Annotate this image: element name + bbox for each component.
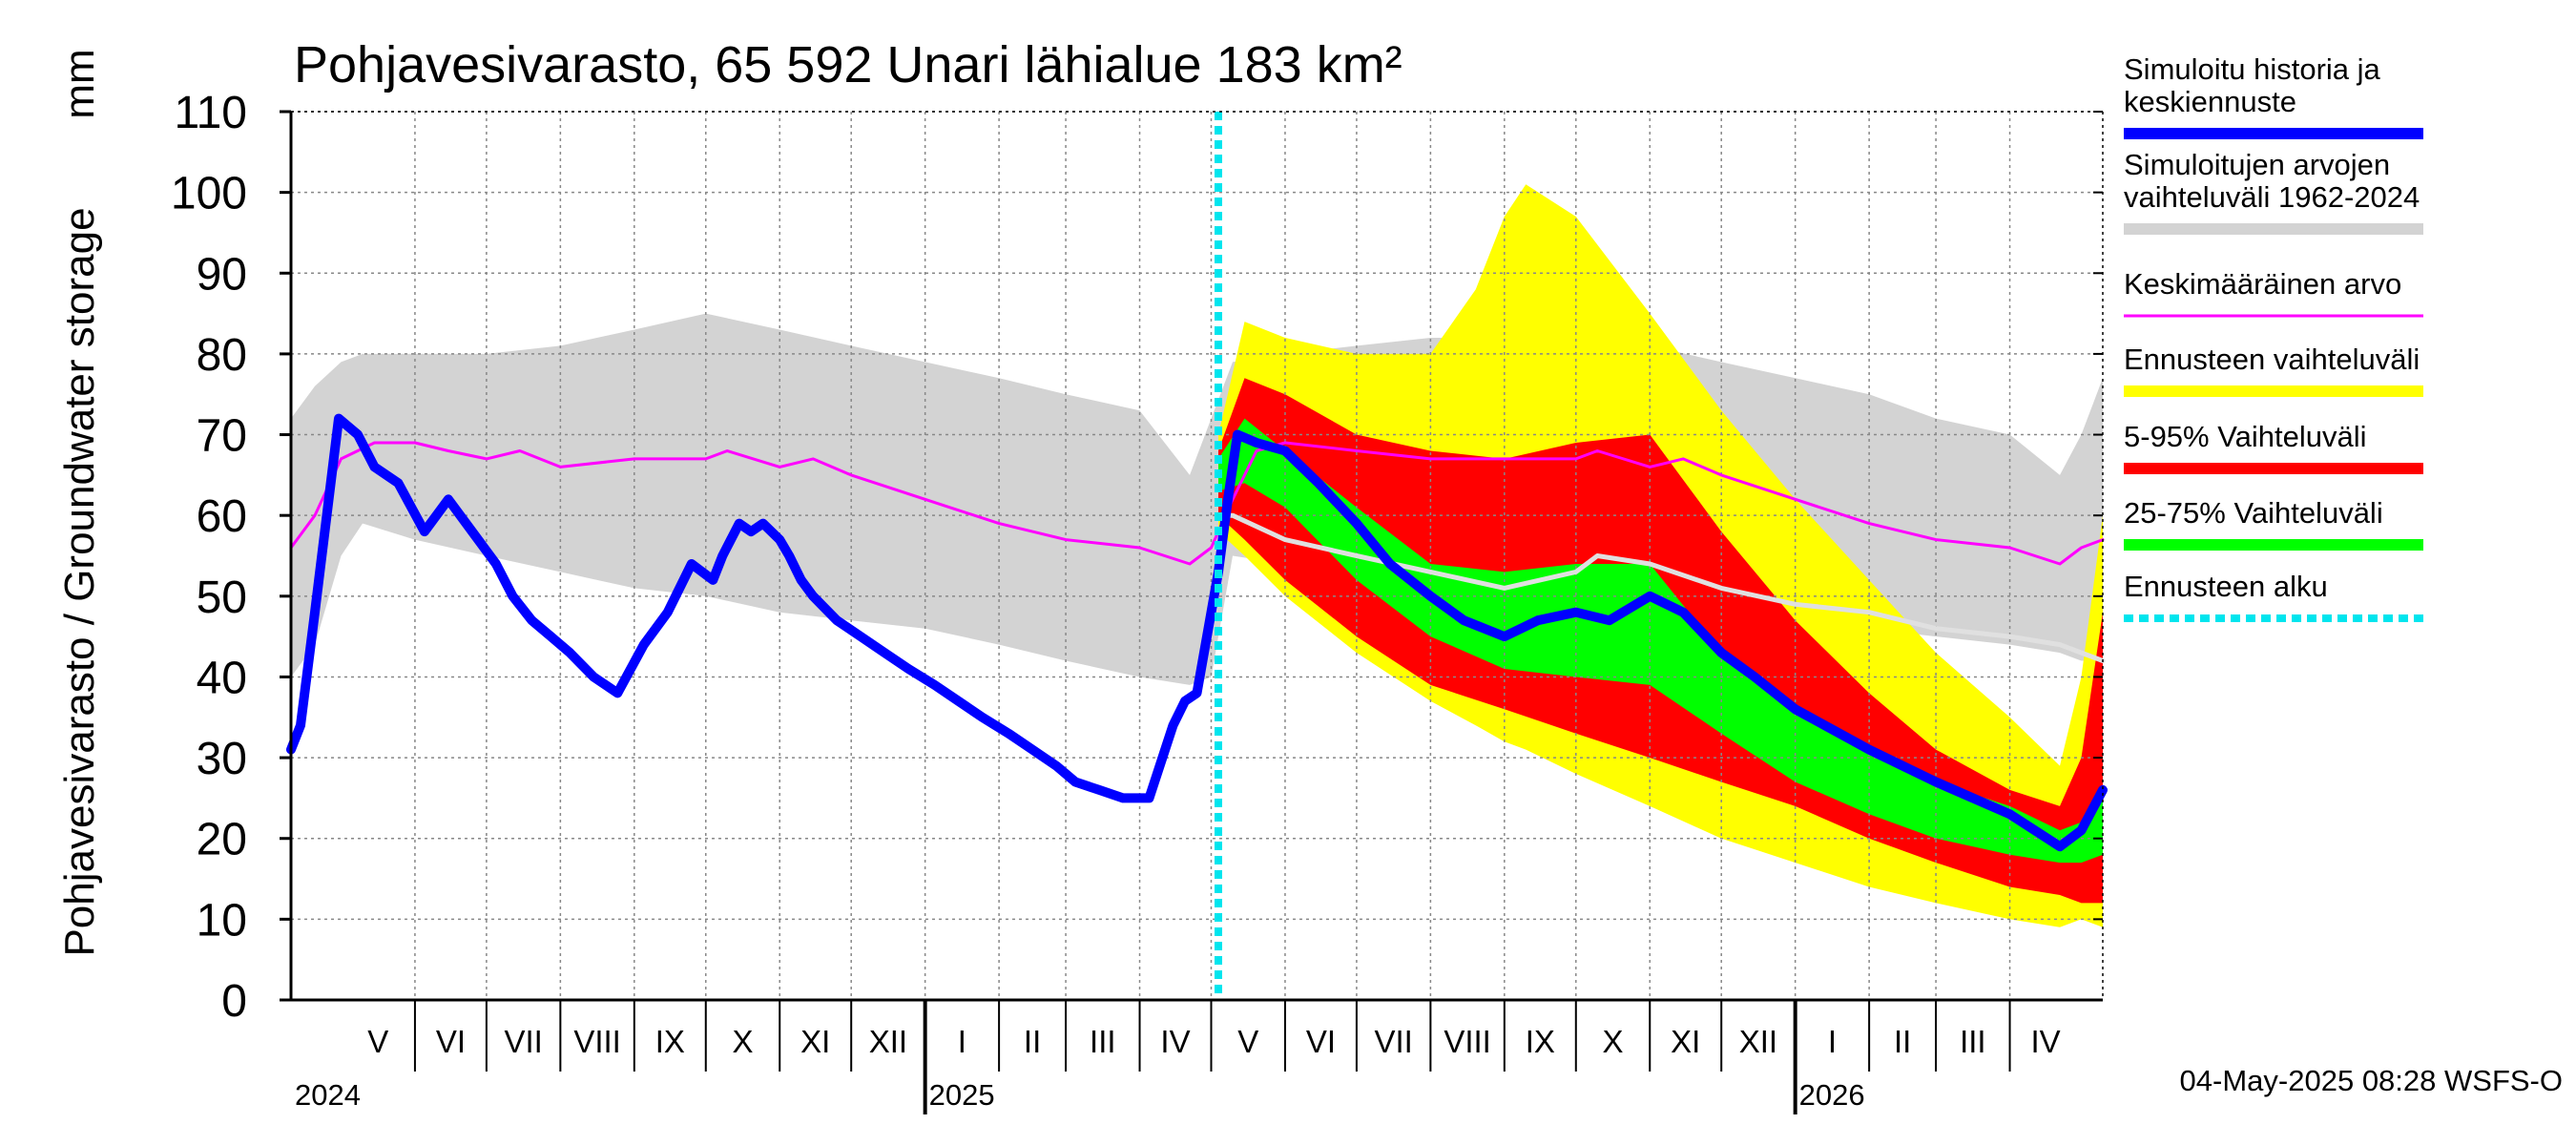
chart-title: Pohjavesivarasto, 65 592 Unari lähialue … xyxy=(294,36,1402,94)
legend-label-5-95-vaihteluv-li: 5-95% Vaihteluväli xyxy=(2124,420,2366,453)
month-label-6: XI xyxy=(800,1024,830,1059)
y-tick-label-100: 100 xyxy=(171,169,247,219)
y-tick-label-40: 40 xyxy=(197,653,247,703)
month-label-13: VI xyxy=(1306,1024,1336,1059)
legend-label-simuloitujen-arvojen-vaihteluv-li-1962-2024-line-1: Simuloitujen arvojen xyxy=(2124,148,2390,181)
month-label-8: I xyxy=(958,1024,966,1059)
month-label-21: II xyxy=(1894,1024,1911,1059)
year-label-2026: 2026 xyxy=(1799,1078,1865,1112)
year-label-2024: 2024 xyxy=(295,1078,361,1112)
y-tick-label-50: 50 xyxy=(197,572,247,623)
month-label-16: IX xyxy=(1526,1024,1555,1059)
month-label-15: VIII xyxy=(1444,1024,1491,1059)
month-label-5: X xyxy=(732,1024,753,1059)
month-label-18: XI xyxy=(1671,1024,1700,1059)
month-label-23: IV xyxy=(2030,1024,2060,1059)
legend-label-simuloitu-historia-ja-keskiennuste-line-1: Simuloitu historia ja xyxy=(2124,52,2381,86)
legend-label-simuloitu-historia-ja-keskiennuste-line-2: keskiennuste xyxy=(2124,85,2296,118)
month-label-9: II xyxy=(1024,1024,1041,1059)
legend-label-ennusteen-vaihteluv-li: Ennusteen vaihteluväli xyxy=(2124,343,2420,376)
y-tick-label-60: 60 xyxy=(197,491,247,542)
forecast-bands xyxy=(291,184,2103,927)
footer-timestamp: 04-May-2025 08:28 WSFS-O xyxy=(2180,1064,2563,1097)
legend-label-25-75-vaihteluv-li: 25-75% Vaihteluväli xyxy=(2124,496,2383,530)
month-label-17: X xyxy=(1603,1024,1624,1059)
month-label-1: VI xyxy=(436,1024,466,1059)
month-label-19: XII xyxy=(1739,1024,1777,1059)
legend-label-keskim-r-inen-arvo: Keskimääräinen arvo xyxy=(2124,267,2401,301)
y-axis-unit: mm xyxy=(56,49,103,118)
y-tick-label-0: 0 xyxy=(221,976,247,1027)
month-label-22: III xyxy=(1960,1024,1986,1059)
line-simuloitu-historia-ja-keskiennuste xyxy=(286,413,2108,852)
band-25-75-vaihteluv-li xyxy=(1218,418,2103,864)
month-label-7: XII xyxy=(869,1024,907,1059)
legend-label-simuloitujen-arvojen-vaihteluv-li-1962-2024-line-2: vaihteluväli 1962-2024 xyxy=(2124,180,2420,214)
y-axis-label: Pohjavesivarasto / Groundwater storage xyxy=(56,207,103,956)
month-label-3: VIII xyxy=(573,1024,621,1059)
y-tick-label-10: 10 xyxy=(197,895,247,946)
series-lines xyxy=(286,112,2108,1000)
month-label-12: V xyxy=(1237,1024,1258,1059)
y-tick-label-110: 110 xyxy=(174,88,247,138)
month-label-20: I xyxy=(1828,1024,1837,1059)
month-label-0: V xyxy=(367,1024,388,1059)
month-label-14: VII xyxy=(1374,1024,1412,1059)
y-tick-label-70: 70 xyxy=(197,411,247,462)
legend-label-ennusteen-alku: Ennusteen alku xyxy=(2124,570,2328,603)
month-label-4: IX xyxy=(655,1024,685,1059)
plot-frame xyxy=(289,111,2104,1002)
y-tick-label-30: 30 xyxy=(197,734,247,784)
y-tick-label-80: 80 xyxy=(197,330,247,381)
line-mediaani xyxy=(1215,512,2106,663)
year-label-2025: 2025 xyxy=(929,1078,995,1112)
y-tick-label-20: 20 xyxy=(197,815,247,865)
line-keskim-r-inen-arvo xyxy=(289,441,2105,566)
month-label-10: III xyxy=(1090,1024,1116,1059)
month-label-2: VII xyxy=(504,1024,542,1059)
month-label-11: IV xyxy=(1160,1024,1190,1059)
y-tick-label-90: 90 xyxy=(197,249,247,300)
